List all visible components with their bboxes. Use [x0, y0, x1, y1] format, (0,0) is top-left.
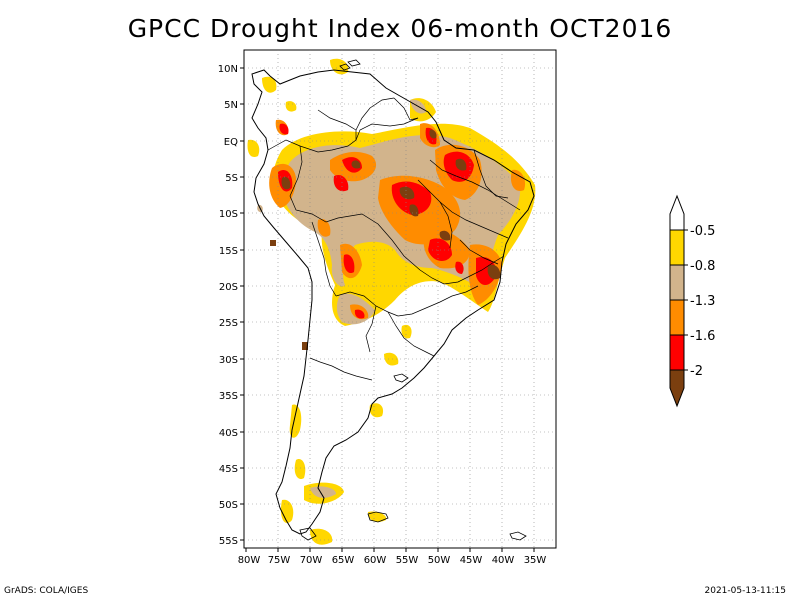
colorbar-labels: -0.5 -0.8 -1.3 -1.6 -2	[690, 224, 715, 379]
lon-label: 60W	[364, 555, 387, 566]
lat-label: 30S	[219, 355, 238, 366]
drought-shading	[247, 58, 536, 545]
lon-label: 65W	[332, 555, 355, 566]
country-borders	[267, 97, 521, 381]
lat-label: 25S	[219, 318, 238, 329]
colorbar-orange	[669, 299, 685, 336]
lon-label: 75W	[268, 555, 291, 566]
colorbar-label: -2	[690, 364, 703, 379]
south-america-coastline	[251, 69, 535, 535]
footer-credit: GrADS: COLA/IGES	[4, 586, 89, 596]
lat-label: 10S	[219, 209, 238, 220]
colorbar-tan	[669, 264, 685, 301]
lon-label: 80W	[238, 555, 261, 566]
lon-label: 40W	[492, 555, 515, 566]
gridlines	[244, 50, 556, 548]
colorbar-label: -1.6	[690, 329, 715, 344]
colorbar-label: -1.3	[690, 294, 715, 309]
colorbar-red	[669, 334, 685, 371]
colorbar-bottom-arrow	[669, 369, 685, 408]
colorbar-label: -0.8	[690, 259, 715, 274]
lat-label: 5N	[224, 100, 238, 111]
lat-label: 10N	[218, 64, 238, 75]
colorbar-label: -0.5	[690, 224, 715, 239]
lat-label: 55S	[219, 536, 238, 547]
latitude-labels: 10N 5N EQ 5S 10S 15S 20S 25S 30S 35S 40S…	[218, 64, 238, 547]
lat-label: 45S	[219, 464, 238, 475]
longitude-labels: 80W 75W 70W 65W 60W 55W 50W 45W 40W 35W	[238, 555, 547, 566]
lat-label: 5S	[225, 173, 238, 184]
lon-label: 70W	[300, 555, 323, 566]
lon-label: 45W	[460, 555, 483, 566]
colorbar-top-arrow	[669, 194, 685, 231]
lat-label: 50S	[219, 500, 238, 511]
lat-label: 15S	[219, 246, 238, 257]
lat-label: EQ	[224, 137, 238, 148]
lat-label: 20S	[219, 282, 238, 293]
lat-label: 40S	[219, 428, 238, 439]
colorbar-yellow	[669, 229, 685, 266]
islands	[299, 59, 527, 541]
lon-label: 55W	[396, 555, 419, 566]
lon-label: 50W	[428, 555, 451, 566]
footer-timestamp: 2021-05-13-11:15	[704, 586, 787, 596]
axis-ticks	[240, 67, 535, 552]
map-title: GPCC Drought Index 06-month OCT2016	[127, 14, 673, 43]
colorbar	[669, 194, 688, 408]
lat-label: 35S	[219, 391, 238, 402]
lon-label: 35W	[524, 555, 547, 566]
